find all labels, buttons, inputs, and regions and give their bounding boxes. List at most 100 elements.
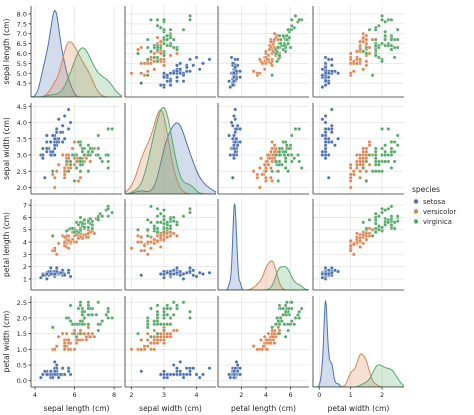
- point-versicolor: [255, 71, 260, 76]
- point-setosa: [238, 140, 243, 144]
- point-setosa: [175, 265, 179, 270]
- point-virginica: [162, 328, 166, 333]
- point-virginica: [50, 234, 55, 238]
- point-versicolor: [84, 235, 89, 239]
- point-versicolor: [358, 153, 362, 157]
- point-setosa: [329, 270, 334, 275]
- point-virginica: [273, 322, 278, 327]
- point-virginica: [289, 300, 294, 305]
- point-setosa: [333, 143, 337, 148]
- point-setosa: [323, 265, 328, 270]
- point-versicolor: [52, 175, 57, 180]
- point-versicolor: [355, 162, 359, 167]
- point-setosa: [162, 83, 166, 88]
- point-setosa: [184, 366, 189, 371]
- point-versicolor: [62, 341, 67, 345]
- point-virginica: [168, 316, 173, 320]
- point-versicolor: [257, 185, 262, 190]
- point-setosa: [234, 136, 239, 141]
- point-versicolor: [358, 39, 362, 44]
- point-virginica: [96, 218, 101, 222]
- point-setosa: [165, 270, 170, 275]
- point-versicolor: [84, 334, 89, 339]
- point-versicolor: [162, 57, 166, 62]
- point-setosa: [333, 69, 337, 74]
- point-versicolor: [351, 172, 356, 177]
- point-setosa: [191, 273, 196, 278]
- point-setosa: [44, 140, 49, 144]
- point-virginica: [380, 169, 384, 174]
- point-versicolor: [72, 162, 77, 167]
- y-axis-label-petal-width-cm: petal width (cm): [2, 311, 11, 373]
- point-setosa: [66, 268, 71, 273]
- point-versicolor: [262, 67, 267, 72]
- point-setosa: [235, 363, 240, 367]
- point-virginica: [162, 27, 166, 32]
- point-setosa: [320, 275, 325, 280]
- point-setosa: [323, 272, 328, 276]
- point-virginica: [283, 166, 288, 170]
- point-versicolor: [270, 146, 274, 151]
- point-versicolor: [168, 230, 173, 235]
- y-tick-label: 7: [23, 202, 27, 210]
- y-tick-label: 0.5: [17, 362, 27, 370]
- point-versicolor: [158, 334, 163, 339]
- point-virginica: [72, 179, 77, 183]
- point-versicolor: [175, 328, 179, 333]
- point-virginica: [50, 325, 55, 330]
- legend: species setosa versicolor virginica: [412, 185, 456, 226]
- point-virginica: [377, 227, 381, 232]
- kde-versicolor: [313, 353, 404, 387]
- point-setosa: [232, 372, 236, 377]
- point-versicolor: [168, 334, 173, 339]
- point-versicolor: [361, 159, 366, 164]
- point-virginica: [162, 309, 166, 314]
- point-virginica: [162, 37, 166, 42]
- point-setosa: [181, 372, 186, 377]
- point-virginica: [149, 306, 153, 311]
- point-virginica: [296, 312, 300, 317]
- pairplot-panels: 4.5 5.0 5.5 6.0 6.5 7.0 7.5 8.0 2.0 2.5 3.0 3.5 4.0 4…: [17, 6, 404, 399]
- point-setosa: [178, 369, 183, 374]
- point-setosa: [238, 69, 243, 74]
- point-virginica: [370, 169, 375, 174]
- point-virginica: [70, 153, 75, 157]
- point-virginica: [80, 146, 85, 151]
- point-versicolor: [145, 344, 150, 349]
- point-versicolor: [348, 61, 353, 66]
- panel-3-3: 0 1 2: [312, 296, 404, 399]
- y-axis-labels: sepal length (cm) sepal width (cm) petal l…: [2, 18, 11, 372]
- point-versicolor: [367, 143, 372, 148]
- panel-marks: [125, 107, 216, 194]
- point-virginica: [155, 45, 160, 50]
- point-virginica: [80, 312, 85, 317]
- point-virginica: [389, 43, 394, 48]
- point-virginica: [96, 133, 101, 138]
- point-versicolor: [139, 338, 144, 342]
- panel-0-1: [124, 6, 216, 98]
- point-setosa: [188, 57, 192, 62]
- point-setosa: [329, 140, 334, 144]
- point-virginica: [145, 325, 150, 330]
- point-virginica: [377, 214, 381, 219]
- point-setosa: [323, 61, 328, 66]
- point-versicolor: [255, 172, 260, 177]
- point-setosa: [158, 272, 163, 276]
- point-versicolor: [152, 51, 157, 56]
- point-setosa: [48, 265, 53, 270]
- point-setosa: [323, 153, 328, 157]
- point-virginica: [168, 306, 173, 311]
- point-setosa: [40, 146, 45, 151]
- point-setosa: [162, 375, 166, 380]
- point-virginica: [275, 59, 279, 64]
- panel-0-3: [312, 6, 404, 98]
- point-setosa: [232, 146, 236, 151]
- point-setosa: [232, 79, 236, 84]
- point-setosa: [175, 372, 179, 377]
- point-virginica: [171, 219, 176, 224]
- point-setosa: [238, 127, 243, 131]
- point-setosa: [194, 55, 199, 60]
- point-versicolor: [68, 166, 73, 170]
- point-setosa: [50, 375, 55, 380]
- point-virginica: [76, 222, 81, 227]
